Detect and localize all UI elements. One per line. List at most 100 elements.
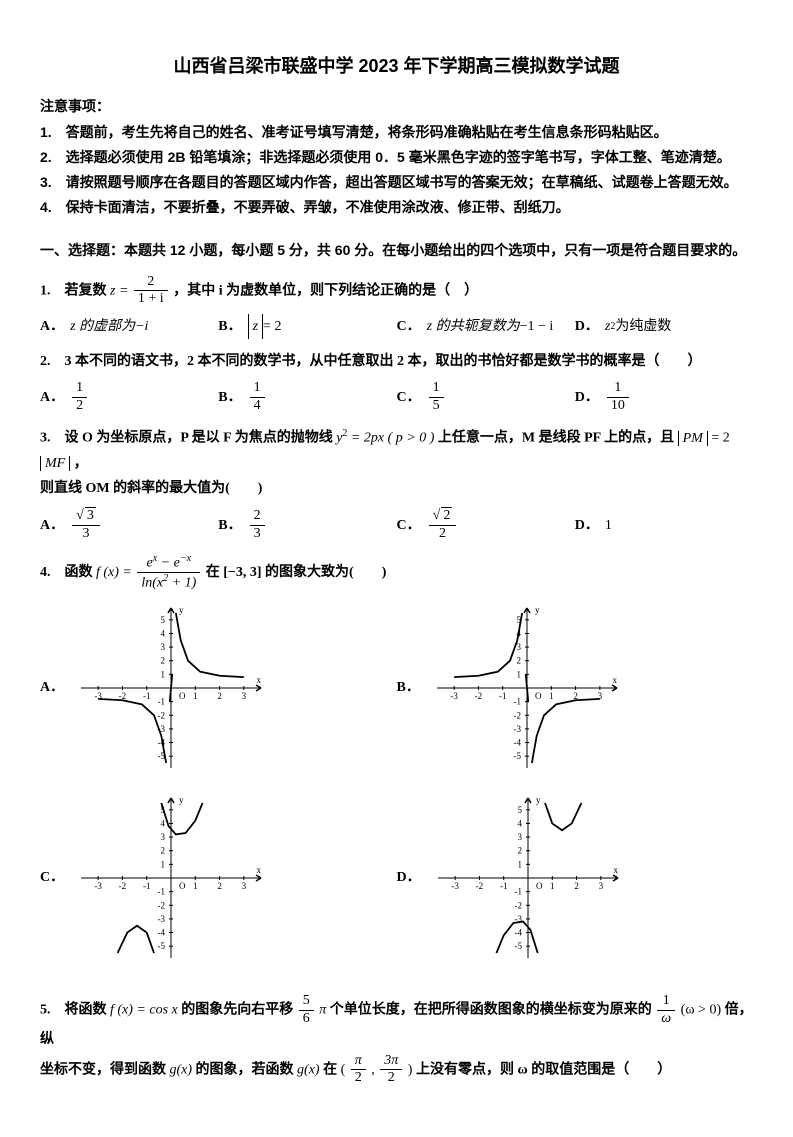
svg-text:-3: -3 (513, 724, 521, 734)
graph-a: -3-2-112312345-1-2-3-4-5Oxy (76, 603, 266, 773)
option-label-d: D． (575, 513, 599, 538)
q3-option-a: A． √3 3 (40, 507, 218, 543)
svg-text:4: 4 (161, 818, 166, 828)
q2-a-den: 2 (72, 398, 87, 415)
svg-text:-1: -1 (158, 886, 166, 896)
svg-text:1: 1 (193, 691, 198, 701)
q5-int-num2: 3π (380, 1053, 402, 1071)
q4-num-sup2: −x (180, 553, 191, 564)
q5-line2-tail: 上没有零点，则 ω 的取值范围是（ ） (416, 1062, 671, 1077)
question-3: 3. 设 O 为坐标原点，P 是以 F 为焦点的抛物线 y2 = 2px ( p… (40, 425, 753, 476)
svg-text:-2: -2 (514, 900, 522, 910)
q5-lead: 5. 将函数 (40, 1002, 107, 1017)
svg-text:-1: -1 (158, 696, 166, 706)
svg-text:-1: -1 (500, 881, 508, 891)
q5-frac1-num: 5 (299, 993, 314, 1011)
q2-c-frac: 15 (429, 380, 444, 415)
option-label-a: A． (40, 314, 64, 339)
svg-text:2: 2 (161, 656, 166, 666)
q3-eqn-sup: 2 (342, 428, 347, 439)
q5-mid1: 的图象先向右平移 (181, 1002, 293, 1017)
q5-gx2: g(x) (297, 1062, 320, 1077)
section-1-header: 一、选择题：本题共 12 小题，每小题 5 分，共 60 分。在每小题给出的四个… (40, 238, 753, 263)
svg-text:2: 2 (217, 881, 222, 891)
q4-den1: ln(x (141, 576, 163, 591)
option-label-c: C． (397, 314, 421, 339)
q3-mf: MF (40, 456, 70, 471)
q1-z: z = (110, 283, 128, 298)
q5-interval-comma: , (371, 1062, 378, 1077)
svg-text:3: 3 (598, 881, 603, 891)
svg-text:5: 5 (517, 805, 522, 815)
q3-b-num: 2 (250, 508, 265, 526)
option-label-d: D． (575, 385, 599, 410)
svg-text:1: 1 (550, 881, 555, 891)
svg-text:2: 2 (161, 846, 166, 856)
question-1: 1. 若复数 z = 2 1 + i ，其中 i 为虚数单位，则下列结论正确的是… (40, 274, 753, 309)
svg-text:3: 3 (242, 881, 247, 891)
q3-a-den: 3 (72, 526, 100, 543)
q1-label: 1. 若复数 (40, 283, 107, 298)
q3-option-b: B． 23 (218, 507, 396, 543)
graph-c: -3-2-112312345-1-2-3-4-5Oxy (76, 793, 266, 963)
q1-b-val: = 2 (263, 314, 281, 339)
q2-d-den: 10 (607, 398, 629, 415)
svg-text:-1: -1 (514, 886, 522, 896)
q2-option-a: A． 12 (40, 380, 218, 415)
q5-mid2: 个单位长度，在把所得函数图象的横坐标变为原来的 (330, 1002, 652, 1017)
q5-interval-r: ) (408, 1062, 413, 1077)
q4-num2: − e (157, 556, 180, 571)
q5-line2: 坐标不变，得到函数 g(x) 的图象，若函数 g(x) 在 ( π2 , 3π2… (40, 1053, 753, 1088)
option-label-c: C． (397, 385, 421, 410)
instruction-1: 1. 答题前，考生先将自己的姓名、准考证号填写清楚，将条形码准确粘贴在考生信息条… (40, 120, 753, 145)
q3-c-den: 2 (429, 526, 457, 543)
svg-text:y: y (179, 795, 184, 805)
svg-text:5: 5 (161, 615, 166, 625)
svg-text:O: O (536, 881, 543, 891)
q3-option-d: D． 1 (575, 507, 753, 543)
svg-text:-3: -3 (451, 881, 459, 891)
q2-a-frac: 12 (72, 380, 87, 415)
option-label-d: D． (575, 314, 599, 339)
svg-text:-5: -5 (513, 751, 521, 761)
question-2: 2. 3 本不同的语文书，2 本不同的数学书，从中任意取出 2 本，取出的书恰好… (40, 349, 753, 374)
option-label-c: C． (40, 865, 64, 890)
q1-tail: ，其中 i 为虚数单位，则下列结论正确的是（ ） (173, 283, 478, 298)
q3-options: A． √3 3 B． 23 C． √2 2 D． 1 (40, 507, 753, 543)
q4-option-c: C． -3-2-112312345-1-2-3-4-5Oxy (40, 793, 397, 963)
q5-frac2-den: ω (657, 1011, 675, 1028)
option-label-d: D． (397, 865, 421, 890)
svg-text:-3: -3 (95, 881, 103, 891)
q3-tail: ， (74, 456, 88, 471)
svg-text:-2: -2 (475, 881, 483, 891)
svg-text:2: 2 (516, 656, 521, 666)
q5-frac2: 1ω (657, 993, 675, 1028)
q2-option-d: D． 110 (575, 380, 753, 415)
q3-eq: = 2 (711, 431, 729, 446)
q5-omega-cond: (ω > 0) (681, 1002, 721, 1017)
svg-text:y: y (535, 605, 540, 615)
instruction-2: 2. 选择题必须使用 2B 铅笔填涂；非选择题必须使用 0．5 毫米黑色字迹的签… (40, 145, 753, 170)
q5-fx: f (x) = cos x (110, 1002, 178, 1017)
option-label-a: A． (40, 675, 64, 700)
q1-a-val: −i (135, 314, 148, 339)
q3-pm: PM (678, 431, 708, 446)
option-label-b: B． (397, 675, 420, 700)
q3-c-frac: √2 2 (429, 507, 457, 543)
svg-text:1: 1 (516, 669, 521, 679)
q2-b-den: 4 (250, 398, 265, 415)
page-title: 山西省吕梁市联盛中学 2023 年下学期高三模拟数学试题 (40, 50, 753, 82)
svg-text:-1: -1 (143, 881, 151, 891)
q2-option-c: C． 15 (397, 380, 575, 415)
svg-text:3: 3 (161, 832, 166, 842)
q4-num: ex − e−x (137, 553, 200, 573)
q2-d-frac: 110 (607, 380, 629, 415)
q4-option-d: D． -3-2-112312345-1-2-3-4-5Oxy (397, 793, 754, 963)
svg-text:3: 3 (242, 691, 247, 701)
q5-line2-lead: 坐标不变，得到函数 (40, 1062, 166, 1077)
svg-text:-2: -2 (475, 691, 483, 701)
svg-text:x: x (257, 675, 262, 685)
option-label-b: B． (218, 385, 241, 410)
graph-b: -3-2-112312345-1-2-3-4-5Oxy (432, 603, 622, 773)
q5-frac2-num: 1 (657, 993, 675, 1011)
